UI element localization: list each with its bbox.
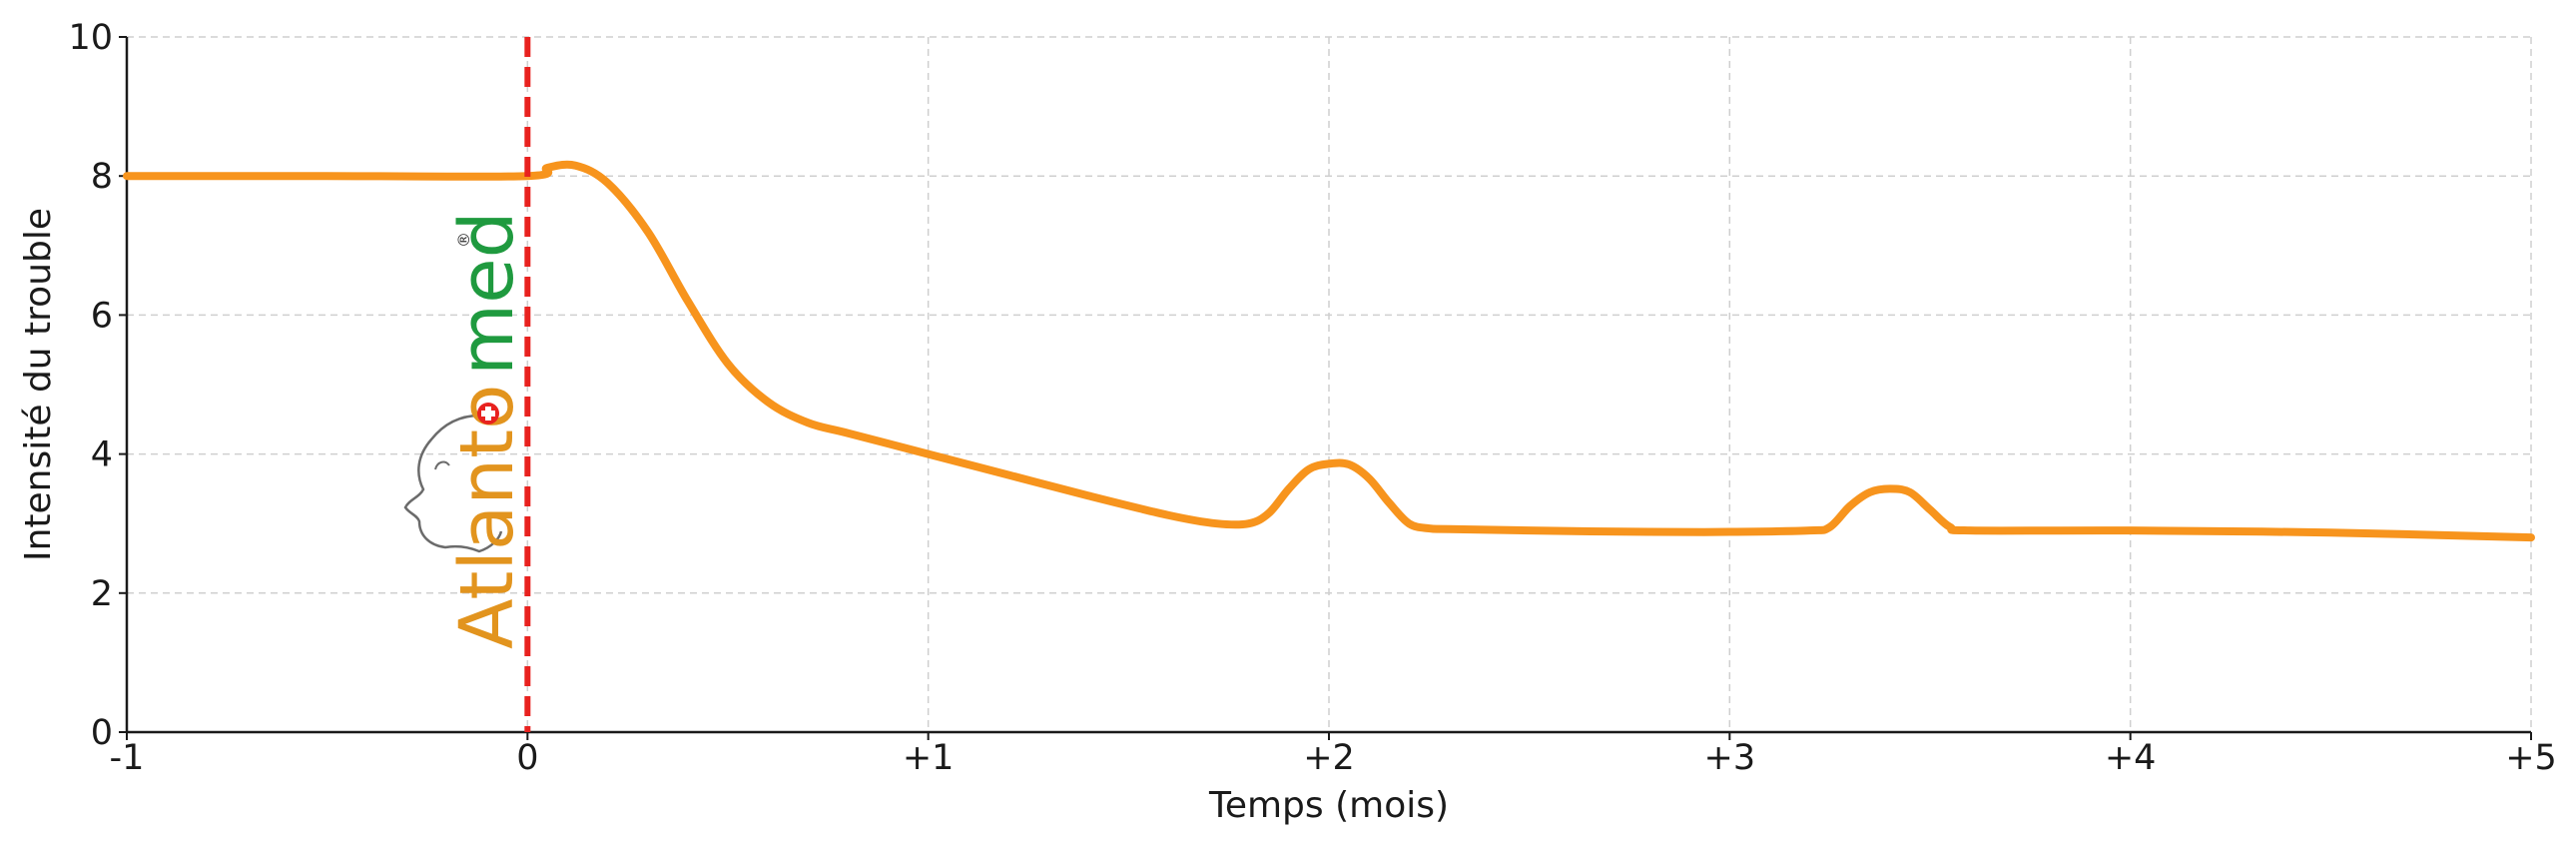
y-axis-label: Intensité du trouble xyxy=(18,208,59,561)
logo-text-atlanto: Atlanto xyxy=(444,385,530,649)
x-tick-label: -1 xyxy=(110,738,145,778)
x-tick-label: +3 xyxy=(1704,738,1756,778)
y-tick-label: 8 xyxy=(91,157,113,197)
registered-mark: ® xyxy=(454,232,473,248)
atlantomed-logo: Atlanto med ® xyxy=(403,211,530,649)
x-axis-label: Temps (mois) xyxy=(1208,785,1449,826)
y-tick-label: 4 xyxy=(91,435,113,475)
x-tick-label: 0 xyxy=(516,738,538,778)
x-tick-label: +5 xyxy=(2505,738,2557,778)
logo-text-med: med xyxy=(444,211,530,376)
y-tick-label: 10 xyxy=(68,18,113,58)
series xyxy=(123,160,2535,542)
x-tick-label: +2 xyxy=(1303,738,1355,778)
y-tick-label: 2 xyxy=(91,574,113,614)
series-line xyxy=(123,160,2535,542)
y-tick-label: 0 xyxy=(91,713,113,753)
x-tick-label: +4 xyxy=(2105,738,2157,778)
x-tick-label: +1 xyxy=(903,738,955,778)
head-profile-icon xyxy=(403,414,503,553)
y-tick-label: 6 xyxy=(91,296,113,336)
